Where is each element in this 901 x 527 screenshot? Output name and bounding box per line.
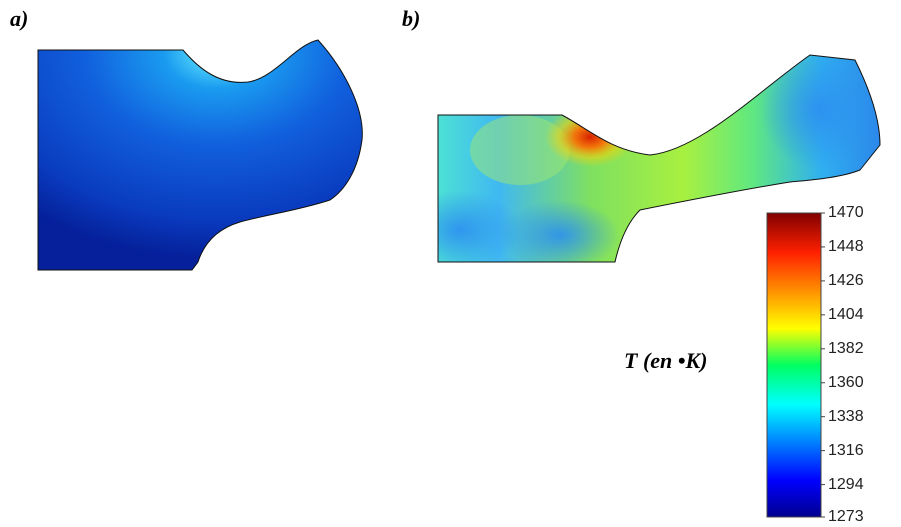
field-a [37, 39, 363, 271]
tick-label: 1360 [828, 374, 864, 391]
tick-label: 1470 [828, 204, 864, 221]
field-b-outline [437, 54, 881, 263]
tick-label: 1273 [828, 508, 864, 525]
tick-label: 1448 [828, 238, 864, 255]
tick-label: 1338 [828, 408, 864, 425]
colorbar [766, 212, 822, 518]
tick-label: 1294 [828, 476, 864, 493]
tick-label: 1426 [828, 272, 864, 289]
tick-label: 1316 [828, 442, 864, 459]
tick-label: 1382 [828, 340, 864, 357]
panel-label: b) [402, 6, 420, 31]
tick-label: 1404 [828, 306, 864, 323]
colorbar-label: T (en •K) [624, 348, 707, 373]
panel-label: a) [10, 6, 28, 31]
